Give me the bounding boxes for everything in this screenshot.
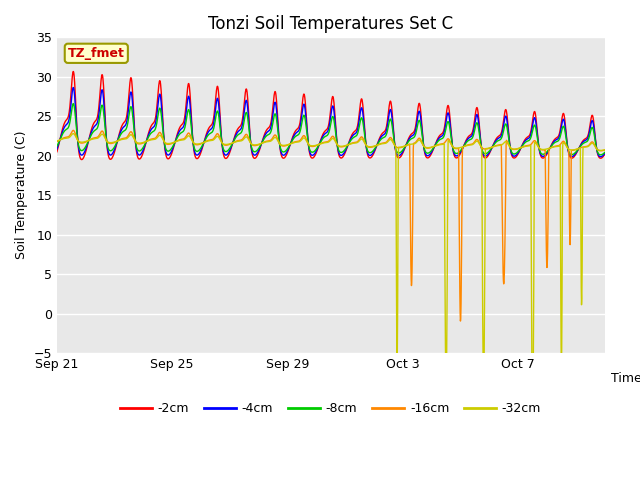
Text: TZ_fmet: TZ_fmet: [68, 47, 125, 60]
Legend: -2cm, -4cm, -8cm, -16cm, -32cm: -2cm, -4cm, -8cm, -16cm, -32cm: [115, 397, 546, 420]
Title: Tonzi Soil Temperatures Set C: Tonzi Soil Temperatures Set C: [208, 15, 453, 33]
Y-axis label: Soil Temperature (C): Soil Temperature (C): [15, 131, 28, 259]
X-axis label: Time: Time: [611, 372, 640, 385]
